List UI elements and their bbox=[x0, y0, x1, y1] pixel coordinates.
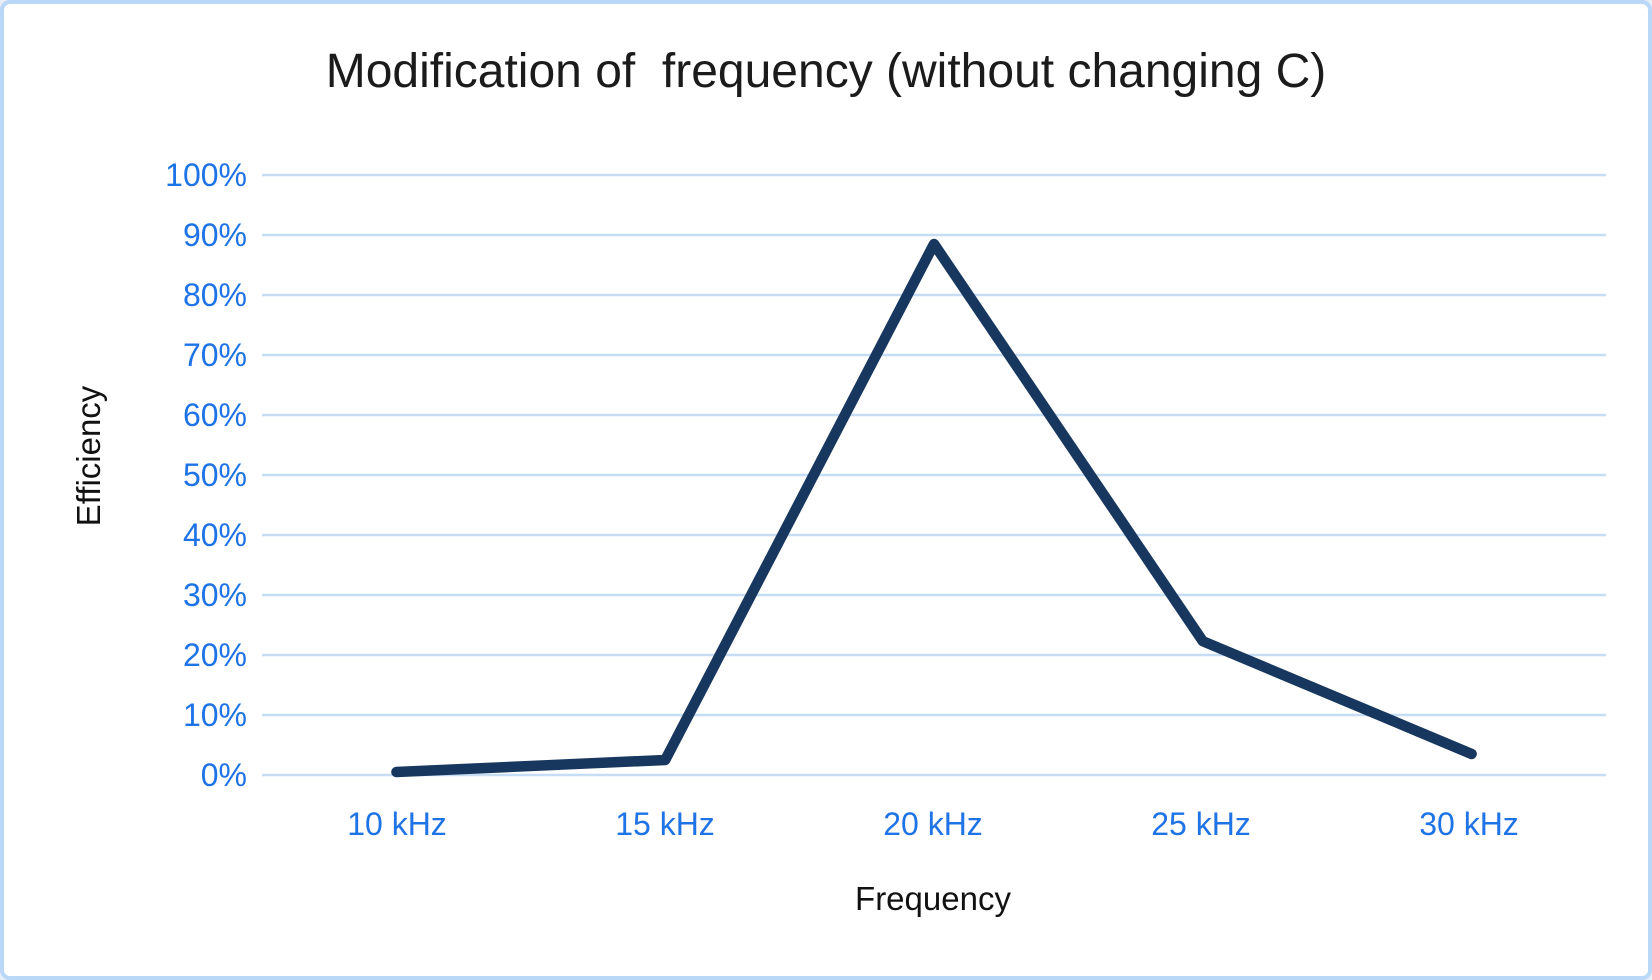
x-tick-label-25khz: 25 kHz bbox=[1151, 806, 1251, 842]
efficiency-series-line bbox=[391, 238, 1477, 778]
y-tick-label-70: 70% bbox=[182, 337, 247, 373]
y-tick-label-90: 90% bbox=[182, 217, 247, 253]
chart-title: Modification of frequency (without chang… bbox=[325, 45, 1327, 98]
y-tick-label-80: 80% bbox=[182, 277, 247, 313]
y-tick-label-40: 40% bbox=[182, 517, 247, 553]
y-tick-label-50: 50% bbox=[182, 457, 247, 493]
y-tick-label-10: 10% bbox=[182, 697, 247, 733]
y-tick-label-30: 30% bbox=[182, 577, 247, 613]
x-tick-label-15khz: 15 kHz bbox=[615, 806, 715, 842]
y-axis-title: Efficiency bbox=[70, 385, 107, 527]
x-axis-title: Frequency bbox=[855, 880, 1011, 917]
y-tick-label-100: 100% bbox=[165, 157, 247, 193]
chart-plot bbox=[262, 173, 1606, 778]
y-tick-label-20: 20% bbox=[182, 637, 247, 673]
y-tick-label-0: 0% bbox=[200, 757, 247, 793]
x-tick-label-20khz: 20 kHz bbox=[883, 806, 983, 842]
x-tick-label-10khz: 10 kHz bbox=[347, 806, 447, 842]
y-tick-label-60: 60% bbox=[182, 397, 247, 433]
x-tick-label-30khz: 30 kHz bbox=[1419, 806, 1519, 842]
